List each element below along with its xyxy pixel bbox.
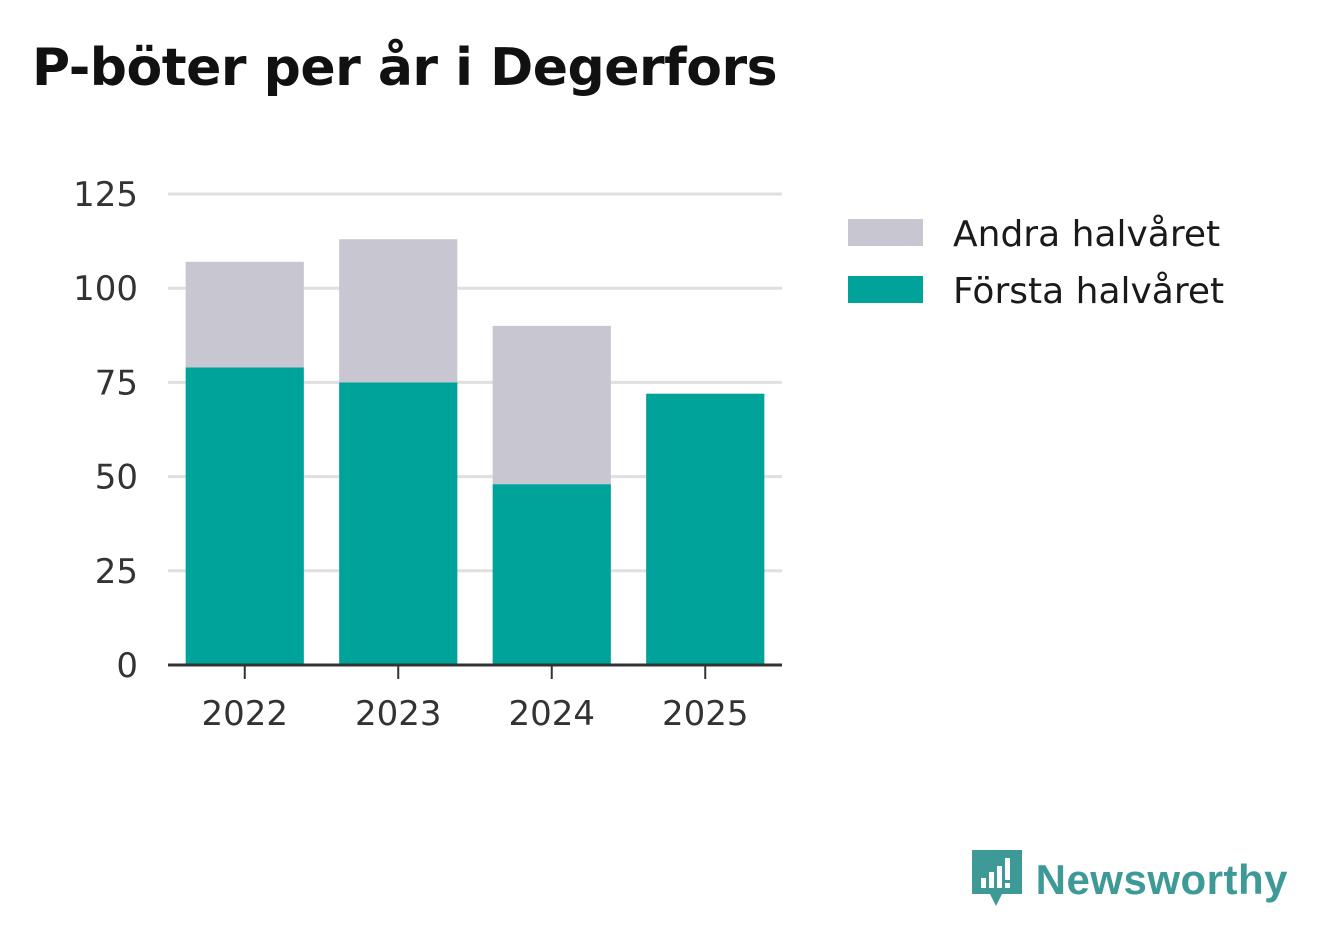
newsworthy-logo: Newsworthy [971, 850, 1288, 910]
y-tick-label: 75 [95, 363, 138, 403]
legend-label: Första halvåret [953, 271, 1224, 312]
bar-first-half [185, 367, 304, 665]
legend-swatch [848, 276, 923, 303]
newsworthy-logo-icon [971, 850, 1022, 906]
bar-second-half [185, 261, 304, 368]
x-tick-label: 2025 [662, 694, 749, 734]
bar-second-half [339, 239, 458, 383]
x-tick-label: 2023 [355, 694, 442, 734]
y-tick-label: 125 [73, 175, 138, 215]
y-tick-label: 25 [95, 552, 138, 592]
bar-second-half [492, 325, 611, 485]
legend: Andra halvåret Första halvåret [848, 214, 1224, 312]
axes: 0 25 50 75 100 125 2022 2023 2024 2025 [73, 175, 782, 734]
y-tick-label: 0 [116, 646, 138, 686]
x-tick-label: 2022 [201, 694, 288, 734]
y-tick-label: 50 [95, 458, 138, 498]
bar-first-half [492, 484, 611, 665]
x-tick-label: 2024 [508, 694, 595, 734]
brand-name: Newsworthy [1035, 856, 1288, 903]
legend-swatch [848, 219, 923, 246]
legend-label: Andra halvåret [953, 214, 1220, 255]
bar-first-half [646, 393, 765, 665]
chart-title: P-böter per år i Degerfors [32, 38, 778, 98]
bar-first-half [339, 382, 458, 665]
bars [185, 239, 765, 665]
y-tick-label: 100 [73, 269, 138, 309]
